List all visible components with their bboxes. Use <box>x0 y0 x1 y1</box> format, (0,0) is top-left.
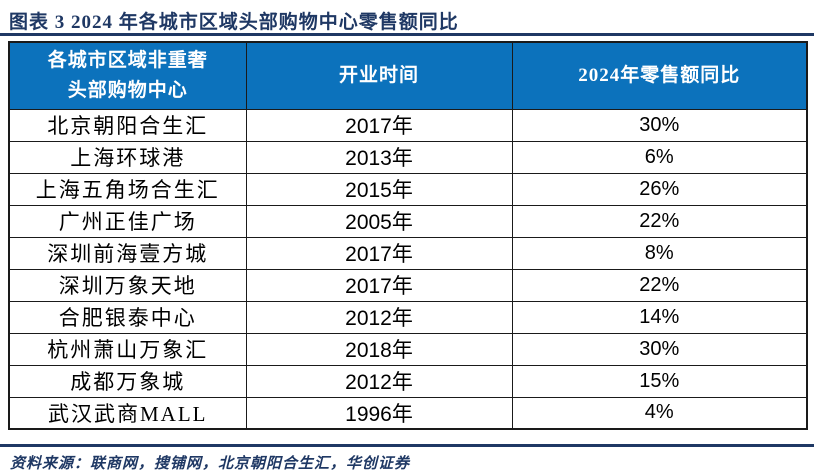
open-year-cell: 2017年 <box>245 236 513 270</box>
mall-name-cell: 深圳万象天地 <box>8 268 247 302</box>
yoy-cell: 4% <box>511 396 808 430</box>
open-year-cell: 1996年 <box>245 396 513 430</box>
table-header: 各城市区域非重奢 头部购物中心 开业时间 2024年零售额同比 <box>8 41 808 110</box>
open-year-cell: 2018年 <box>245 332 513 366</box>
open-year-cell: 2013年 <box>245 140 513 174</box>
mall-name-cell: 上海环球港 <box>8 140 247 174</box>
top-divider-rule <box>0 33 814 36</box>
yoy-cell: 30% <box>511 108 808 142</box>
open-year-cell: 2017年 <box>245 108 513 142</box>
yoy-cell: 15% <box>511 364 808 398</box>
mall-name-cell: 武汉武商MALL <box>8 396 247 430</box>
figure-title: 图表 3 2024 年各城市区域头部购物中心零售额同比 <box>9 12 459 33</box>
yoy-cell: 22% <box>511 204 808 238</box>
mall-name-cell: 深圳前海壹方城 <box>8 236 247 270</box>
table-row: 深圳万象天地 2017年 22% <box>8 268 808 302</box>
table-row: 北京朝阳合生汇 2017年 30% <box>8 108 808 142</box>
yoy-cell: 30% <box>511 332 808 366</box>
yoy-cell: 8% <box>511 236 808 270</box>
table-body: 北京朝阳合生汇 2017年 30% 上海环球港 2013年 6% 上海五角场合生… <box>8 108 808 430</box>
open-year-cell: 2012年 <box>245 300 513 334</box>
table-row: 上海五角场合生汇 2015年 26% <box>8 172 808 206</box>
yoy-cell: 26% <box>511 172 808 206</box>
open-year-cell: 2012年 <box>245 364 513 398</box>
mall-name-cell: 上海五角场合生汇 <box>8 172 247 206</box>
table-row: 广州正佳广场 2005年 22% <box>8 204 808 238</box>
header-mall-line1: 各城市区域非重奢 <box>47 50 208 72</box>
open-year-cell: 2015年 <box>245 172 513 206</box>
header-open-date-column: 开业时间 <box>245 41 513 110</box>
yoy-cell: 6% <box>511 140 808 174</box>
mall-name-cell: 成都万象城 <box>8 364 247 398</box>
table-row: 深圳前海壹方城 2017年 8% <box>8 236 808 270</box>
mall-name-cell: 合肥银泰中心 <box>8 300 247 334</box>
header-mall-column: 各城市区域非重奢 头部购物中心 <box>8 41 247 110</box>
open-year-cell: 2017年 <box>245 268 513 302</box>
mall-name-cell: 北京朝阳合生汇 <box>8 108 247 142</box>
header-row: 各城市区域非重奢 头部购物中心 开业时间 2024年零售额同比 <box>8 41 808 110</box>
table-row: 成都万象城 2012年 15% <box>8 364 808 398</box>
header-yoy-column: 2024年零售额同比 <box>511 41 808 110</box>
open-year-cell: 2005年 <box>245 204 513 238</box>
bottom-divider-rule <box>0 444 814 447</box>
yoy-cell: 14% <box>511 300 808 334</box>
table-row: 上海环球港 2013年 6% <box>8 140 808 174</box>
yoy-cell: 22% <box>511 268 808 302</box>
mall-name-cell: 杭州萧山万象汇 <box>8 332 247 366</box>
header-mall-line2: 头部购物中心 <box>67 79 188 101</box>
table-row: 合肥银泰中心 2012年 14% <box>8 300 808 334</box>
data-source-note: 资料来源：联商网，搜铺网，北京朝阳合生汇，华创证券 <box>10 456 411 472</box>
table-row: 武汉武商MALL 1996年 4% <box>8 396 808 430</box>
mall-name-cell: 广州正佳广场 <box>8 204 247 238</box>
retail-yoy-table: 各城市区域非重奢 头部购物中心 开业时间 2024年零售额同比 北京朝阳合生汇 … <box>8 41 808 430</box>
table-row: 杭州萧山万象汇 2018年 30% <box>8 332 808 366</box>
